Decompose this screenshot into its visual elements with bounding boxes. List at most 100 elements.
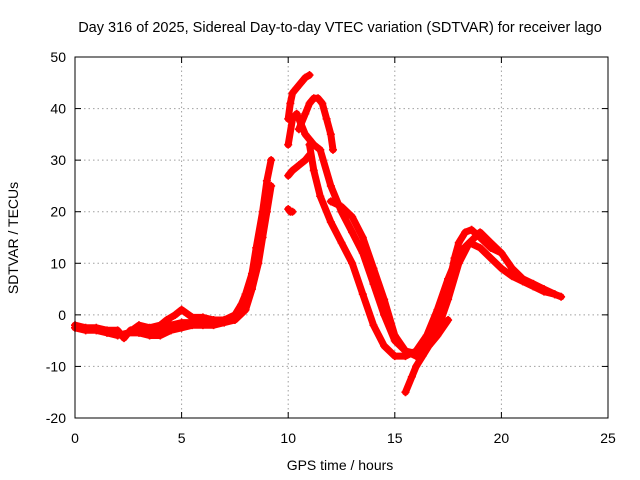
x-tick-label: 5 xyxy=(178,430,186,446)
y-tick-label: 0 xyxy=(58,307,66,323)
data-point-marker xyxy=(156,321,165,330)
y-tick-label: 50 xyxy=(50,49,66,65)
data-point-marker xyxy=(433,331,442,340)
data-point-marker xyxy=(328,145,337,154)
data-point-marker xyxy=(444,316,453,325)
series-trace-8 xyxy=(284,205,297,216)
data-point-marker xyxy=(518,274,527,283)
x-tick-label: 10 xyxy=(280,430,296,446)
data-point-marker xyxy=(380,295,389,304)
data-point-marker xyxy=(454,238,463,247)
data-point-marker xyxy=(134,328,143,337)
data-point-marker xyxy=(557,292,566,301)
y-tick-label: 10 xyxy=(50,255,66,271)
data-point-marker xyxy=(476,233,485,242)
data-point-marker xyxy=(81,326,90,335)
data-point-marker xyxy=(337,202,346,211)
x-axis-label: GPS time / hours xyxy=(287,457,394,473)
data-point-marker xyxy=(162,316,171,325)
data-point-marker xyxy=(476,243,485,252)
series-band xyxy=(71,182,275,339)
data-point-marker xyxy=(314,94,323,103)
data-point-marker xyxy=(326,218,335,227)
data-point-marker xyxy=(301,109,310,118)
data-point-marker xyxy=(262,176,271,185)
data-point-marker xyxy=(444,285,453,294)
data-point-marker xyxy=(267,156,276,165)
data-point-marker xyxy=(166,326,175,335)
series-trace-12 xyxy=(401,316,453,397)
y-tick-label: -10 xyxy=(46,358,66,374)
data-point-marker xyxy=(294,161,303,170)
data-point-marker xyxy=(292,83,301,92)
chart-title: Day 316 of 2025, Sidereal Day-to-day VTE… xyxy=(78,20,602,36)
data-point-marker xyxy=(465,238,474,247)
data-point-marker xyxy=(258,233,267,242)
data-point-marker xyxy=(358,290,367,299)
y-tick-label: 30 xyxy=(50,152,66,168)
data-point-marker xyxy=(305,71,314,80)
axis-ticks: 0 5 10 15 20 25 -20 -10 0 10 20 30 40 50 xyxy=(46,49,616,446)
data-point-marker xyxy=(171,310,180,319)
data-point-marker xyxy=(292,109,301,118)
data-point-marker xyxy=(305,140,314,149)
x-tick-label: 25 xyxy=(600,430,616,446)
data-point-marker xyxy=(418,352,427,361)
data-point-marker xyxy=(286,99,295,108)
data-point-marker xyxy=(301,73,310,82)
data-point-marker xyxy=(348,259,357,268)
data-point-marker xyxy=(433,321,442,330)
data-point-marker xyxy=(288,89,297,98)
data-point-marker xyxy=(209,316,218,325)
data-point-marker xyxy=(322,114,331,123)
x-tick-label: 20 xyxy=(494,430,510,446)
data-point-marker xyxy=(497,264,506,273)
data-point-marker xyxy=(247,285,256,294)
data-point-marker xyxy=(145,323,154,332)
data-point-marker xyxy=(113,331,122,340)
data-point-marker xyxy=(540,285,549,294)
y-tick-label: 40 xyxy=(50,101,66,117)
data-point-marker xyxy=(467,225,476,234)
data-point-marker xyxy=(358,233,367,242)
data-point-marker xyxy=(316,192,325,201)
data-point-marker xyxy=(267,181,276,190)
data-point-marker xyxy=(412,362,421,371)
data-point-marker xyxy=(318,99,327,108)
data-point-marker xyxy=(188,321,197,330)
data-point-marker xyxy=(156,331,165,340)
data-point-marker xyxy=(134,321,143,330)
data-point-marker xyxy=(124,328,133,337)
series-trace-6 xyxy=(294,94,337,154)
data-point-marker xyxy=(337,238,346,247)
data-point-marker xyxy=(296,78,305,87)
data-point-marker xyxy=(305,99,314,108)
data-point-marker xyxy=(262,207,271,216)
data-point-marker xyxy=(497,248,506,257)
data-point-marker xyxy=(461,228,470,237)
data-point-marker xyxy=(241,305,250,314)
data-point-marker xyxy=(230,313,239,322)
data-point-marker xyxy=(92,326,101,335)
data-point-marker xyxy=(198,321,207,330)
data-point-marker xyxy=(326,181,335,190)
data-point-marker xyxy=(348,212,357,221)
data-point-marker xyxy=(450,254,459,263)
data-point-marker xyxy=(550,290,559,299)
series-trace-3 xyxy=(124,305,239,337)
data-point-marker xyxy=(369,264,378,273)
data-point-marker xyxy=(348,228,357,237)
y-axis-label: SDTVAR / TECUs xyxy=(5,182,21,294)
data-point-marker xyxy=(486,254,495,263)
data-point-marker xyxy=(486,243,495,252)
data-point-marker xyxy=(294,125,303,134)
series-trace-5 xyxy=(284,109,325,154)
data-point-marker xyxy=(301,156,310,165)
y-tick-label: -20 xyxy=(46,410,66,426)
data-point-marker xyxy=(326,197,335,206)
data-point-marker xyxy=(316,145,325,154)
data-point-marker xyxy=(380,341,389,350)
data-point-marker xyxy=(401,388,410,397)
